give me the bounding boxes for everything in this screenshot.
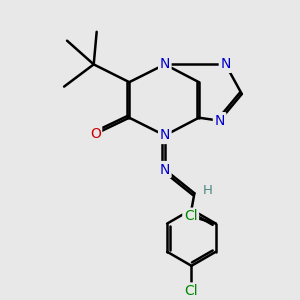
Text: N: N	[160, 128, 170, 142]
Text: N: N	[220, 57, 231, 71]
Text: N: N	[160, 163, 170, 176]
Text: H: H	[203, 184, 213, 197]
Text: Cl: Cl	[185, 284, 198, 298]
Text: N: N	[214, 114, 225, 128]
Text: N: N	[160, 57, 170, 71]
Text: O: O	[90, 127, 101, 141]
Text: Cl: Cl	[184, 209, 197, 223]
